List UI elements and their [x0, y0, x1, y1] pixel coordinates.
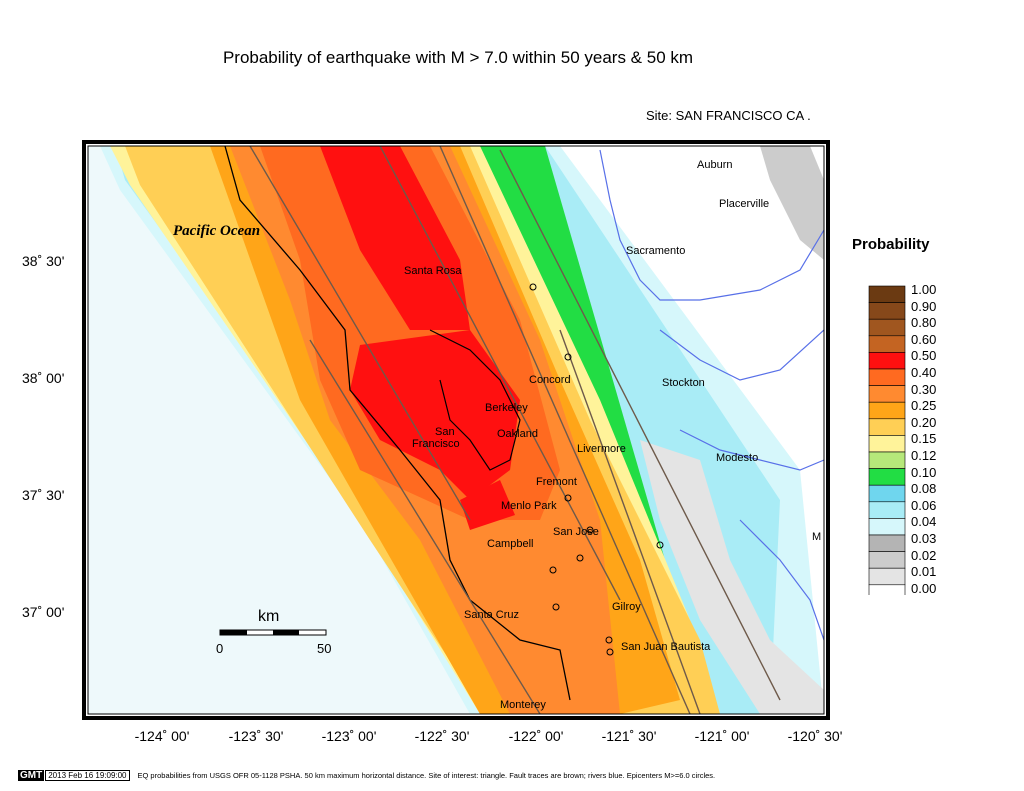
epicenters	[529, 283, 664, 656]
city-label-menlo-park: Menlo Park	[501, 500, 557, 512]
band-0.50-bay	[350, 330, 520, 500]
legend-label: 0.25	[911, 398, 937, 414]
gmt-badge: GMT	[18, 770, 45, 781]
legend-label: 0.80	[911, 315, 937, 331]
lon-tick-2: -123˚ 30'	[228, 728, 284, 744]
legend-swatch	[868, 285, 906, 303]
legend-label: 0.30	[911, 381, 937, 397]
legend-swatch	[868, 318, 906, 337]
city-label-san-juan-bautista: San Juan Bautista	[621, 641, 711, 653]
ocean-label: Pacific Ocean	[173, 223, 261, 239]
lon-tick-8: -120˚ 30'	[787, 728, 843, 744]
legend-swatch	[868, 368, 906, 386]
city-label-auburn: Auburn	[697, 159, 733, 171]
city-label-berkeley: Berkeley	[485, 402, 528, 414]
legend-label: 0.10	[911, 464, 937, 480]
map-title: Probability of earthquake with M > 7.0 w…	[222, 48, 694, 67]
scale-start-label: 0	[216, 641, 224, 656]
lon-tick-6: -121˚ 30'	[601, 728, 657, 744]
legend-label: 0.02	[911, 547, 937, 563]
scale-unit-label: km	[258, 608, 280, 625]
coastline	[224, 146, 571, 701]
city-label-oakland: Oakland	[497, 428, 538, 440]
legend-label: 0.06	[911, 497, 937, 513]
legend-swatch	[868, 468, 906, 486]
rivers	[599, 149, 824, 641]
legend-swatch	[868, 584, 906, 595]
sierra-grey	[760, 146, 824, 260]
valley-grey	[640, 440, 824, 714]
legend-colorbar	[868, 285, 906, 595]
legend-label: 0.03	[911, 531, 937, 546]
lon-tick-1: -124˚ 00'	[134, 728, 190, 744]
legend-swatch	[868, 567, 906, 586]
legend-swatch	[868, 451, 906, 469]
scale-end-label: 50	[317, 641, 332, 656]
legend-label: 0.50	[911, 348, 937, 364]
legend-label: 0.90	[911, 298, 937, 314]
legend-label: 0.60	[911, 331, 937, 347]
city-label-sacramento: Sacramento	[626, 245, 686, 257]
city-label-fremont: Fremont	[536, 476, 577, 488]
legend-swatch	[868, 435, 906, 453]
legend-label: 0.08	[911, 481, 937, 497]
legend-swatch	[868, 418, 906, 436]
city-label-gilroy: Gilroy	[612, 601, 641, 613]
city-label-santa-rosa: Santa Rosa	[404, 265, 462, 277]
footnote: EQ probabilities from USGS OFR 05-1128 P…	[137, 771, 716, 780]
city-label-livermore: Livermore	[577, 443, 626, 455]
lat-tick-3: 37˚ 30'	[22, 487, 65, 503]
legend-swatch	[868, 385, 906, 403]
city-label-stockton: Stockton	[662, 377, 705, 389]
legend-swatch	[868, 551, 906, 569]
lat-tick-4: 37˚ 00'	[22, 604, 65, 620]
legend-swatch	[868, 352, 906, 370]
lat-tick-2: 38˚ 00'	[22, 370, 65, 386]
legend-swatch	[868, 518, 906, 536]
lon-tick-3: -123˚ 00'	[321, 728, 377, 744]
city-label-concord: Concord	[529, 374, 571, 386]
city-label-m: M	[812, 531, 822, 543]
fault-traces	[249, 146, 781, 714]
city-label-placerville: Placerville	[719, 198, 770, 210]
legend-label: 0.12	[911, 448, 937, 463]
lon-tick-7: -121˚ 00'	[694, 728, 750, 744]
footer: GMT 2013 Feb 16 19:09:00 EQ probabilities …	[18, 770, 715, 781]
legend-label: 1.00	[911, 282, 937, 297]
lon-tick-4: -122˚ 30'	[414, 728, 470, 744]
legend-label: 0.15	[911, 431, 937, 447]
city-label-campbell: Campbell	[487, 538, 534, 550]
legend-label: 0.01	[911, 564, 937, 580]
scale-bar	[219, 629, 327, 636]
legend-swatch	[868, 335, 906, 353]
legend-title: Probability	[852, 236, 930, 253]
legend-label: 0.20	[911, 414, 937, 430]
legend-label: 0.00	[911, 580, 937, 596]
legend-swatch	[868, 534, 906, 552]
lon-tick-5: -122˚ 00'	[508, 728, 564, 744]
legend-label: 0.04	[911, 514, 937, 530]
band-0.50-south	[460, 480, 515, 530]
city-label-francisco: Francisco	[412, 438, 460, 450]
city-label-modesto: Modesto	[716, 452, 759, 464]
legend-swatch	[868, 302, 906, 320]
legend-swatch	[868, 401, 906, 420]
city-label-san-jose: San Jose	[553, 526, 599, 538]
legend-label: 0.40	[911, 365, 937, 380]
site-label: Site: SAN FRANCISCO CA .	[646, 108, 811, 123]
city-label-monterey: Monterey	[500, 699, 546, 711]
gmt-timestamp: 2013 Feb 16 19:09:00	[45, 770, 130, 781]
legend-swatch	[868, 501, 906, 519]
lat-tick-1: 38˚ 30'	[22, 253, 65, 269]
bay-shoreline	[429, 329, 521, 471]
band-0.50-north	[320, 146, 470, 330]
city-label-santa-cruz: Santa Cruz	[464, 609, 520, 621]
legend-swatch	[868, 484, 906, 503]
city-label-san: San	[435, 426, 455, 438]
